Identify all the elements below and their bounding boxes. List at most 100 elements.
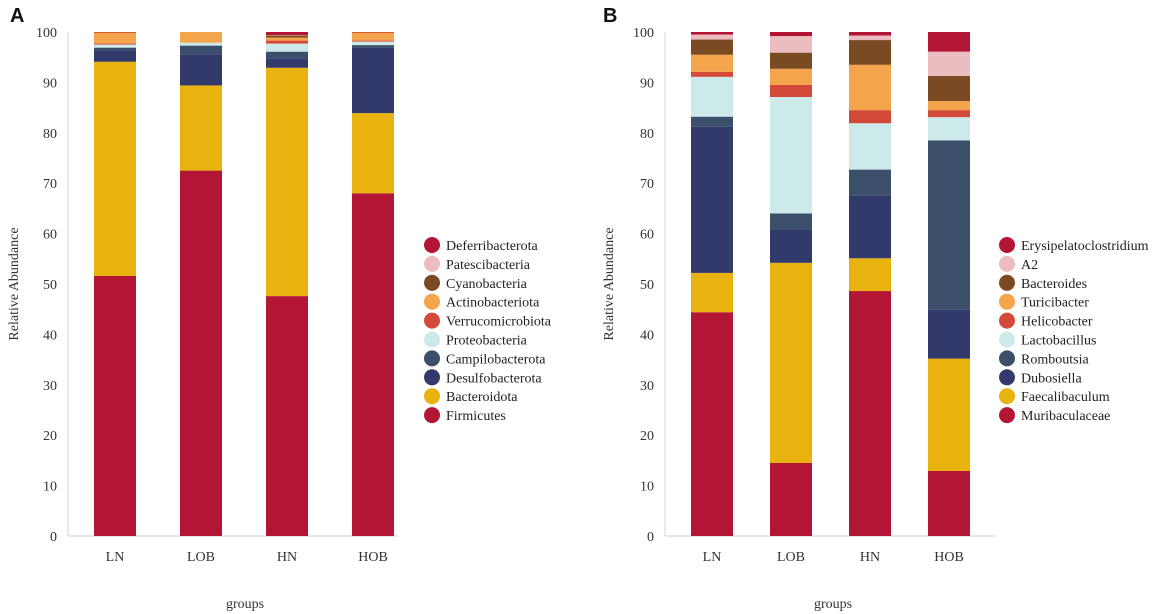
legend-label: Turicibacter	[1021, 296, 1089, 311]
legend-label: Faecalibaculum	[1021, 390, 1110, 405]
y-tick-label: 30	[640, 379, 654, 394]
bar-segment-faecalibaculum-hob	[928, 358, 970, 471]
legend-label: Bacteroidota	[446, 390, 518, 405]
bar-segment-bacteroidota-hn	[266, 67, 308, 297]
bar-segment-erysipelatoclostridium-hob	[928, 32, 970, 52]
bar-segment-lactobacillus-lob	[770, 97, 812, 214]
bar-segment-erysipelatoclostridium-hn	[849, 32, 891, 36]
legend-marker	[999, 312, 1015, 329]
bar-segment-bacteroidota-lob	[180, 85, 222, 171]
legend-label: Erysipelatoclostridium	[1021, 239, 1149, 254]
x-tick-label: HN	[860, 550, 880, 565]
x-tick-label: HOB	[934, 550, 964, 565]
legend-label: Helicobacter	[1021, 315, 1093, 330]
y-tick-label: 50	[43, 278, 57, 293]
bar-segment-deferribacterota-hn	[266, 32, 308, 36]
bar-segment-deferribacterota-ln	[94, 32, 136, 33]
bar-segment-erysipelatoclostridium-lob	[770, 32, 812, 37]
y-tick-label: 100	[36, 26, 57, 41]
legend-label: A2	[1021, 258, 1038, 273]
y-tick-label: 0	[50, 530, 57, 545]
bar-segment-campilobacterota-hn	[266, 51, 308, 59]
y-tick-label: 80	[640, 127, 654, 142]
bar-segment-verrucomicrobiota-hn	[266, 40, 308, 44]
bar-segment-bacteroides-hn	[849, 40, 891, 65]
bar-segment-lactobacillus-hob	[928, 117, 970, 141]
bar-segment-a2-ln	[691, 34, 733, 40]
bar-segment-desulfobacterota-lob	[180, 54, 222, 86]
legend-label: Lactobacillus	[1021, 334, 1096, 349]
y-tick-label: 50	[640, 278, 654, 293]
y-tick-label: 30	[43, 379, 57, 394]
bar-segment-bacteroidota-hob	[352, 113, 394, 194]
legend-marker	[999, 407, 1015, 424]
bar-segment-romboutsia-ln	[691, 116, 733, 127]
y-tick-label: 60	[43, 228, 57, 243]
legend-marker	[999, 293, 1015, 310]
panel-a-chart: A 0 10 20 30 40 50 60 70 80 90 100 Relative Abundanc…	[7, 5, 552, 612]
x-tick-label: LOB	[777, 550, 805, 565]
bar-segment-proteobacteria-lob	[180, 42, 222, 46]
panel-label: A	[10, 5, 24, 27]
legend-marker	[999, 388, 1015, 405]
bar-segment-a2-hob	[928, 51, 970, 76]
bar-segment-lactobacillus-ln	[691, 76, 733, 117]
x-tick-label: HOB	[358, 550, 388, 565]
y-tick-label: 10	[640, 480, 654, 495]
legend-marker	[424, 255, 440, 272]
bar-segment-helicobacter-lob	[770, 84, 812, 98]
bar-segment-turicibacter-hob	[928, 101, 970, 111]
bar-segment-campilobacterota-ln	[94, 47, 136, 51]
bar-segment-verrucomicrobiota-hob	[352, 40, 394, 42]
legend-marker	[424, 312, 440, 329]
bar-segment-dubosiella-ln	[691, 126, 733, 273]
legend-marker	[999, 331, 1015, 348]
legend-label: Proteobacteria	[446, 334, 528, 349]
bar-segment-dubosiella-lob	[770, 229, 812, 263]
bar-segment-helicobacter-ln	[691, 71, 733, 77]
bar-segment-turicibacter-ln	[691, 54, 733, 72]
y-tick-label: 20	[640, 429, 654, 444]
bar-segment-a2-hn	[849, 35, 891, 41]
y-tick-label: 100	[633, 26, 654, 41]
legend-label: Actinobacteriota	[446, 296, 540, 311]
y-tick-label: 20	[43, 429, 57, 444]
bar-segment-lactobacillus-hn	[849, 123, 891, 170]
bar-segment-romboutsia-hob	[928, 140, 970, 310]
y-axis-title: Relative Abundance	[7, 227, 22, 340]
bar-segment-campilobacterota-hob	[352, 45, 394, 48]
y-axis-title: Relative Abundance	[602, 227, 617, 340]
legend-marker	[424, 293, 440, 310]
x-tick-label: HN	[277, 550, 297, 565]
legend-label: Verrucomicrobiota	[446, 315, 552, 330]
bar-segment-a2-lob	[770, 36, 812, 53]
bar-segment-bacteroides-hob	[928, 75, 970, 102]
bar-segment-firmicutes-hob	[352, 193, 394, 536]
bar-segment-desulfobacterota-hn	[266, 58, 308, 68]
bar-segment-verrucomicrobiota-ln	[94, 43, 136, 45]
bar-segment-bacteroides-lob	[770, 52, 812, 69]
bar-segment-faecalibaculum-ln	[691, 272, 733, 313]
bar-segment-muribaculaceae-lob	[770, 462, 812, 536]
bar-segment-muribaculaceae-hn	[849, 291, 891, 536]
bar-segment-muribaculaceae-hob	[928, 470, 970, 536]
legend-label: Dubosiella	[1021, 371, 1082, 386]
legend-label: Patescibacteria	[446, 258, 531, 273]
bar-segment-turicibacter-hn	[849, 64, 891, 111]
bar-segment-dubosiella-hob	[928, 309, 970, 359]
y-tick-label: 80	[43, 127, 57, 142]
bar-segment-actinobacteriota-ln	[94, 32, 136, 44]
bar-segment-desulfobacterota-ln	[94, 50, 136, 62]
legend-label: Bacteroides	[1021, 277, 1087, 292]
bar-segment-desulfobacterota-hob	[352, 47, 394, 114]
bar-segment-firmicutes-hn	[266, 296, 308, 536]
bar-segment-helicobacter-hob	[928, 110, 970, 118]
x-axis-title: groups	[814, 597, 852, 612]
bar-segment-romboutsia-hn	[849, 169, 891, 196]
legend-marker	[999, 255, 1015, 272]
legend-marker	[424, 331, 440, 348]
x-tick-label: LOB	[187, 550, 215, 565]
legend-marker	[424, 407, 440, 424]
x-tick-label: LN	[106, 550, 125, 565]
x-axis-title: groups	[226, 597, 264, 612]
